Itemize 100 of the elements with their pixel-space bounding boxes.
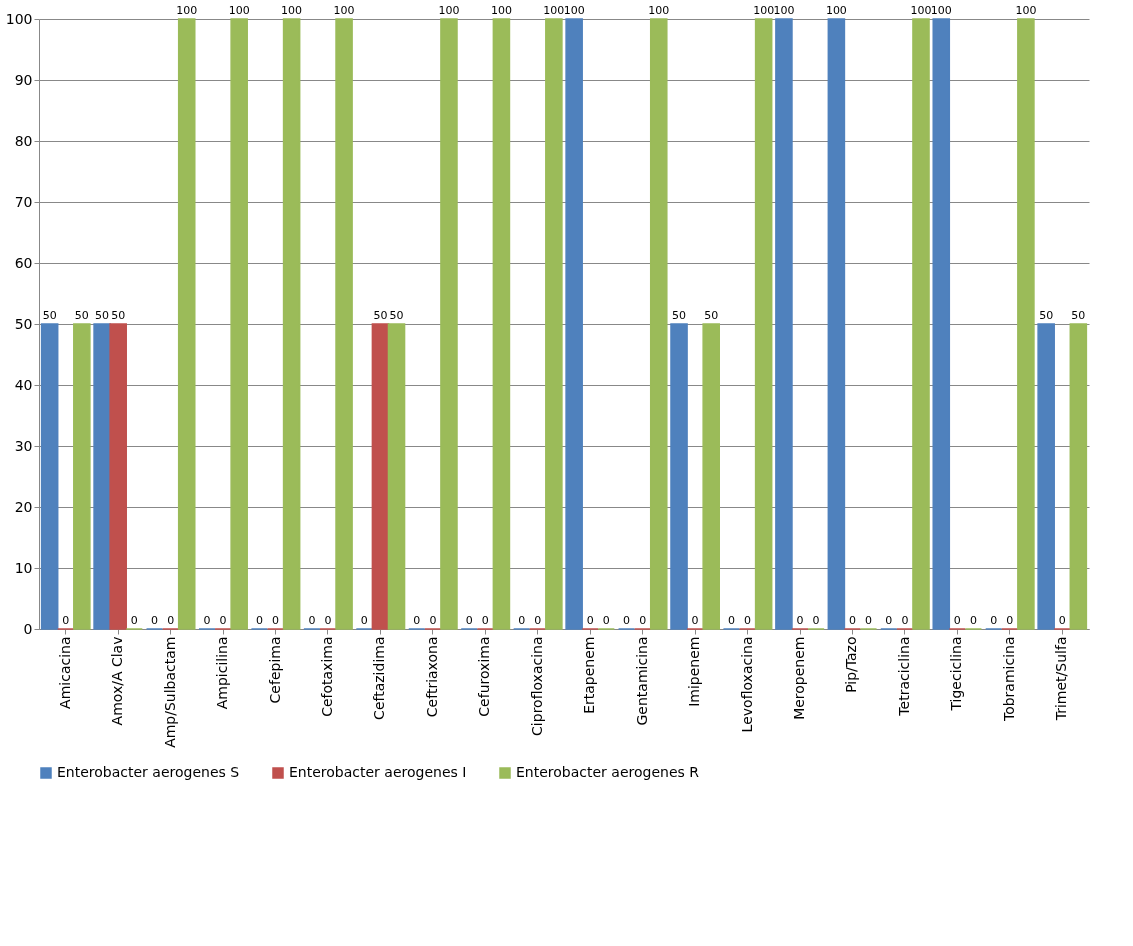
y-tick-label: 30 xyxy=(14,437,33,454)
bar xyxy=(440,18,458,630)
data-label: 0 xyxy=(413,614,421,627)
bar xyxy=(40,323,59,630)
data-label: 100 xyxy=(753,4,775,17)
data-label: 50 xyxy=(1071,309,1086,322)
data-label: 0 xyxy=(953,614,961,627)
bar xyxy=(335,18,353,630)
data-label: 50 xyxy=(95,309,110,322)
data-label: 100 xyxy=(930,4,952,17)
bar xyxy=(545,18,563,630)
bar xyxy=(387,323,406,630)
data-label: 0 xyxy=(360,614,368,627)
x-tick-label: Trimet/Sulfa xyxy=(1053,636,1070,722)
data-label: 0 xyxy=(865,614,873,627)
bar xyxy=(93,323,111,630)
data-label: 0 xyxy=(796,614,804,627)
legend-label: Enterobacter aerogenes R xyxy=(516,764,700,780)
data-label: 100 xyxy=(333,4,355,17)
data-label: 0 xyxy=(848,614,856,627)
bar xyxy=(912,18,930,630)
data-label: 50 xyxy=(672,309,687,322)
data-label: 100 xyxy=(825,4,847,17)
y-tick-label: 90 xyxy=(14,71,33,88)
legend-label: Enterobacter aerogenes S xyxy=(57,764,240,780)
x-tick-label: Ampicilina xyxy=(214,636,231,710)
data-label: 100 xyxy=(228,4,250,17)
data-label: 100 xyxy=(563,4,585,17)
data-label: 0 xyxy=(429,614,437,627)
bar xyxy=(1017,18,1035,630)
data-label: 50 xyxy=(74,309,89,322)
x-tick-label: Pip/Tazo xyxy=(843,636,860,693)
data-label: 100 xyxy=(543,4,565,17)
x-tick-label: Ciprofloxacina xyxy=(528,636,545,736)
x-tick-label: Ertapenem xyxy=(581,636,598,714)
bar xyxy=(670,323,688,630)
data-label: 0 xyxy=(623,614,631,627)
data-label: 50 xyxy=(704,309,719,322)
data-label: 0 xyxy=(744,614,752,627)
data-label: 0 xyxy=(272,614,280,627)
x-tick-label: Levofloxacina xyxy=(738,636,755,733)
bar xyxy=(230,18,248,630)
data-label: 50 xyxy=(42,309,57,322)
data-label: 0 xyxy=(1006,614,1014,627)
data-label: 100 xyxy=(648,4,670,17)
data-label: 50 xyxy=(389,309,404,322)
x-tick-label: Gentamicina xyxy=(633,636,650,726)
x-tick-label: Tobramicina xyxy=(1000,636,1017,723)
data-label: 100 xyxy=(438,4,460,17)
x-tick-label: Ceftriaxona xyxy=(423,636,440,718)
data-label: 0 xyxy=(167,614,175,627)
bar xyxy=(702,323,720,630)
data-label: 0 xyxy=(62,614,70,627)
data-label: 0 xyxy=(130,614,138,627)
data-label: 0 xyxy=(812,614,820,627)
data-label: 100 xyxy=(773,4,795,17)
data-label: 0 xyxy=(990,614,998,627)
bar xyxy=(932,18,951,630)
bar xyxy=(827,18,846,630)
data-label: 0 xyxy=(219,614,227,627)
data-label: 0 xyxy=(324,614,332,627)
data-label: 50 xyxy=(111,309,126,322)
data-label: 0 xyxy=(1058,614,1066,627)
bar xyxy=(282,18,301,630)
x-tick-label: Amox/A Clav xyxy=(109,636,126,726)
bar xyxy=(73,323,91,630)
x-tick-label: Cefuroxima xyxy=(476,636,493,717)
data-label: 100 xyxy=(910,4,932,17)
data-label: 0 xyxy=(481,614,489,627)
x-tick-label: Amp/Sulbactam xyxy=(161,636,178,748)
y-tick-label: 20 xyxy=(14,498,33,515)
data-label: 100 xyxy=(176,4,198,17)
data-label: 0 xyxy=(969,614,977,627)
data-label: 100 xyxy=(490,4,512,17)
y-tick-label: 50 xyxy=(14,315,33,332)
bar xyxy=(1037,323,1055,630)
data-label: 0 xyxy=(901,614,909,627)
data-label: 50 xyxy=(1039,309,1054,322)
y-tick-label: 60 xyxy=(14,254,33,271)
x-tick-label: Ceftazidima xyxy=(371,636,388,720)
x-tick-label: Cefepima xyxy=(266,636,283,704)
data-label: 0 xyxy=(885,614,893,627)
data-label: 0 xyxy=(518,614,526,627)
data-label: 0 xyxy=(639,614,647,627)
bar xyxy=(492,18,511,630)
bar xyxy=(754,18,773,630)
bar xyxy=(109,323,127,630)
data-label: 0 xyxy=(465,614,473,627)
y-tick-label: 10 xyxy=(14,559,33,576)
data-label: 0 xyxy=(691,614,699,627)
x-tick-label: Amicacina xyxy=(56,636,73,709)
y-tick-label: 0 xyxy=(23,620,33,637)
x-tick-label: Tetraciclina xyxy=(895,636,912,717)
legend-label: Enterobacter aerogenes I xyxy=(289,764,467,780)
bar xyxy=(371,323,390,630)
y-tick-label: 70 xyxy=(14,193,33,210)
data-label: 0 xyxy=(602,614,610,627)
x-tick-label: Tigeciclina xyxy=(948,636,965,712)
data-label: 100 xyxy=(281,4,303,17)
y-tick-label: 80 xyxy=(14,132,33,149)
